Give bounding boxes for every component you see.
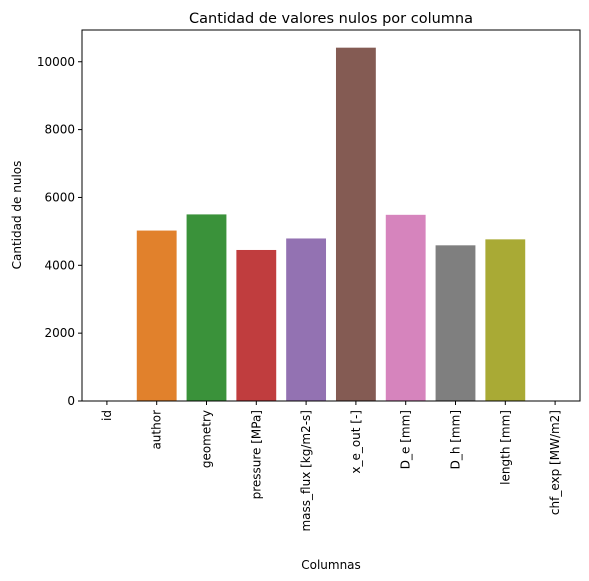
bar-5 bbox=[335, 47, 376, 402]
x-tick-label: D_e [mm] bbox=[399, 410, 413, 469]
x-axis-ticks: id author geometry pressure [MPa] mass_flux … bbox=[100, 401, 562, 532]
x-tick-label: geometry bbox=[200, 410, 214, 468]
bar-8 bbox=[485, 239, 526, 401]
bar-3 bbox=[236, 249, 277, 401]
y-tick-label: 10000 bbox=[37, 55, 75, 69]
x-tick-label: x_e_out [-] bbox=[349, 410, 363, 474]
x-tick-label: mass_flux [kg/m2-s] bbox=[299, 410, 313, 532]
y-axis-ticks: 0 2000 4000 6000 8000 10000 bbox=[37, 55, 82, 408]
x-axis-label: Columnas bbox=[301, 558, 361, 572]
y-tick-label: 0 bbox=[67, 394, 75, 408]
y-tick-label: 4000 bbox=[44, 258, 75, 272]
bar-6 bbox=[385, 214, 426, 401]
x-tick-label: pressure [MPa] bbox=[249, 410, 263, 499]
bar-1 bbox=[136, 230, 177, 401]
y-tick-label: 2000 bbox=[44, 326, 75, 340]
plot-frame bbox=[81, 29, 581, 402]
bar-2 bbox=[186, 214, 227, 401]
bar-4 bbox=[286, 238, 327, 401]
bar-7 bbox=[435, 245, 476, 401]
y-tick-label: 8000 bbox=[44, 123, 75, 137]
x-tick-label: D_h [mm] bbox=[449, 410, 463, 469]
x-tick-label: chf_exp [MW/m2] bbox=[548, 410, 562, 515]
x-tick-label: length [mm] bbox=[498, 410, 512, 485]
y-tick-label: 6000 bbox=[44, 190, 75, 204]
bars-group bbox=[136, 47, 526, 402]
y-axis-label: Cantidad de nulos bbox=[10, 161, 24, 270]
x-tick-label: author bbox=[150, 410, 164, 450]
chart-title: Cantidad de valores nulos por columna bbox=[189, 11, 473, 27]
x-tick-label: id bbox=[100, 410, 114, 421]
